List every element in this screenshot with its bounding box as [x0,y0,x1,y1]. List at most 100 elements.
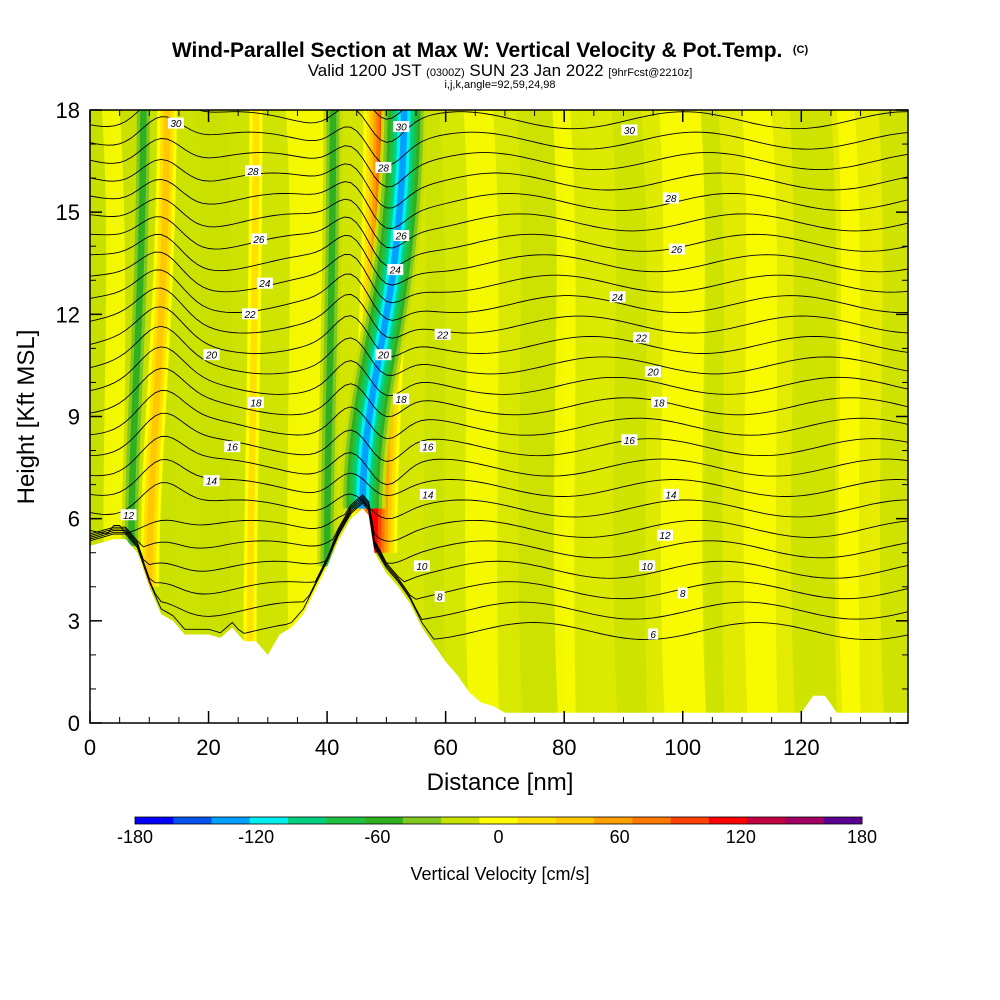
theta-label: 18 [653,398,665,409]
theta-label-bg [167,117,184,129]
colorbar-label: -60 [364,827,390,847]
y-tick-label: 9 [68,405,80,430]
velocity-streak [552,110,577,723]
theta-contour-line [90,500,908,620]
theta-label-bg [375,349,392,361]
subtitle-date: SUN 23 Jan 2022 [465,61,609,80]
theta-label: 18 [250,398,262,409]
theta-contour-line [90,494,908,542]
theta-label-bg [648,628,659,640]
theta-label-bg [621,434,638,446]
velocity-streak [463,110,499,723]
velocity-streak [196,110,233,723]
theta-label-bg [242,308,259,320]
velocity-plume-band [128,110,147,546]
theta-contour-line [90,499,908,600]
theta-contour-line [90,197,908,249]
colorbar-swatch [288,817,327,824]
theta-label-bg [609,291,626,303]
theta-label-bg [375,161,392,173]
velocity-streak [742,110,778,723]
colorbar-label: 60 [610,827,630,847]
theta-label: 20 [377,351,390,362]
theta-contour-line [90,435,908,486]
theta-label-bg [434,590,445,602]
theta-contour-line [90,216,908,268]
theta-label: 22 [243,310,256,321]
colorbar-label: -180 [117,827,153,847]
subtitle-forecast: [9hrFcst@2210z] [608,67,692,79]
plot-area: 12 14 16 18 20 22 24 26 28 30 30 28 26 24 20 18 22 16 14 10… [90,110,908,723]
theta-label-bg [247,396,264,408]
theta-contour-line [90,367,908,418]
theta-contour-line [373,110,404,120]
title-main-text: Wind-Parallel Section at Max W: Vertical… [172,39,783,62]
theta-label: 30 [396,123,408,134]
theta-contour-line [90,482,908,520]
theta-label-bg [677,587,688,599]
velocity-plume-band [323,110,337,567]
colorbar-label: 120 [726,827,756,847]
theta-label-bg [250,233,267,245]
theta-label: 30 [170,119,182,130]
theta-contour-line [90,346,908,396]
x-tick-label: 40 [315,735,339,760]
theta-contour-line [90,116,908,166]
colorbar-label: 180 [847,827,877,847]
theta-contour-line [90,495,908,564]
theta-contour-line [90,110,908,143]
colorbar: -180 -120 -60 0 60 120 180 [117,816,877,847]
x-tick-label: 20 [196,735,220,760]
theta-label: 26 [670,245,683,256]
theta-label: 14 [206,477,218,488]
theta-label-bg [393,121,410,133]
theta-contour-line [90,287,908,339]
theta-contours [90,110,908,641]
theta-label-bg [387,264,404,276]
colorbar-label: -120 [238,827,274,847]
theta-contour-line [90,158,908,209]
colorbar-swatch [479,817,519,824]
theta-contour-line [90,502,908,641]
theta-contour-line [90,497,908,583]
colorbar-swatch [823,817,863,824]
theta-label-bg [224,441,241,453]
colorbar-swatch [402,817,442,824]
theta-label: 10 [416,562,428,573]
colorbar-swatch [785,817,825,824]
theta-label-bg [621,124,638,136]
y-tick-label: 15 [56,200,80,225]
theta-contour-line [90,138,908,188]
theta-label-bg [639,560,656,572]
theta-label: 26 [252,235,265,246]
theta-label: 12 [659,531,671,542]
theta-label: 28 [664,194,677,205]
chart-title: Wind-Parallel Section at Max W: Vertical… [172,39,809,62]
theta-label-bg [633,332,650,344]
colorbar-label: 0 [493,827,503,847]
theta-label-bg [656,529,673,541]
theta-contour-line [90,306,908,357]
x-tick-label: 80 [552,735,576,760]
colorbar-swatch [594,817,633,824]
theta-label: 8 [437,592,443,603]
colorbar-swatch [211,817,251,824]
colorbar-swatch [747,817,786,824]
theta-label-bg [120,509,137,521]
theta-label: 14 [422,490,434,501]
theta-contour-line [90,178,908,229]
velocity-plumes [121,110,427,642]
y-tick-label: 12 [56,302,80,327]
colorbar-swatch [708,817,748,824]
chart-subtitle: Valid 1200 JST (0300Z) SUN 23 Jan 2022 [… [308,61,693,80]
colorbar-frame [134,816,863,825]
theta-contour-line [90,390,908,440]
y-tick-label: 3 [68,609,80,634]
velocity-plume-band [146,110,171,587]
terrain-mask [90,508,908,723]
theta-label: 28 [377,163,390,174]
theta-label-bg [662,488,679,500]
colorbar-swatch [670,817,710,824]
colorbar-swatch [135,817,174,824]
colorbar-swatch [364,817,404,824]
